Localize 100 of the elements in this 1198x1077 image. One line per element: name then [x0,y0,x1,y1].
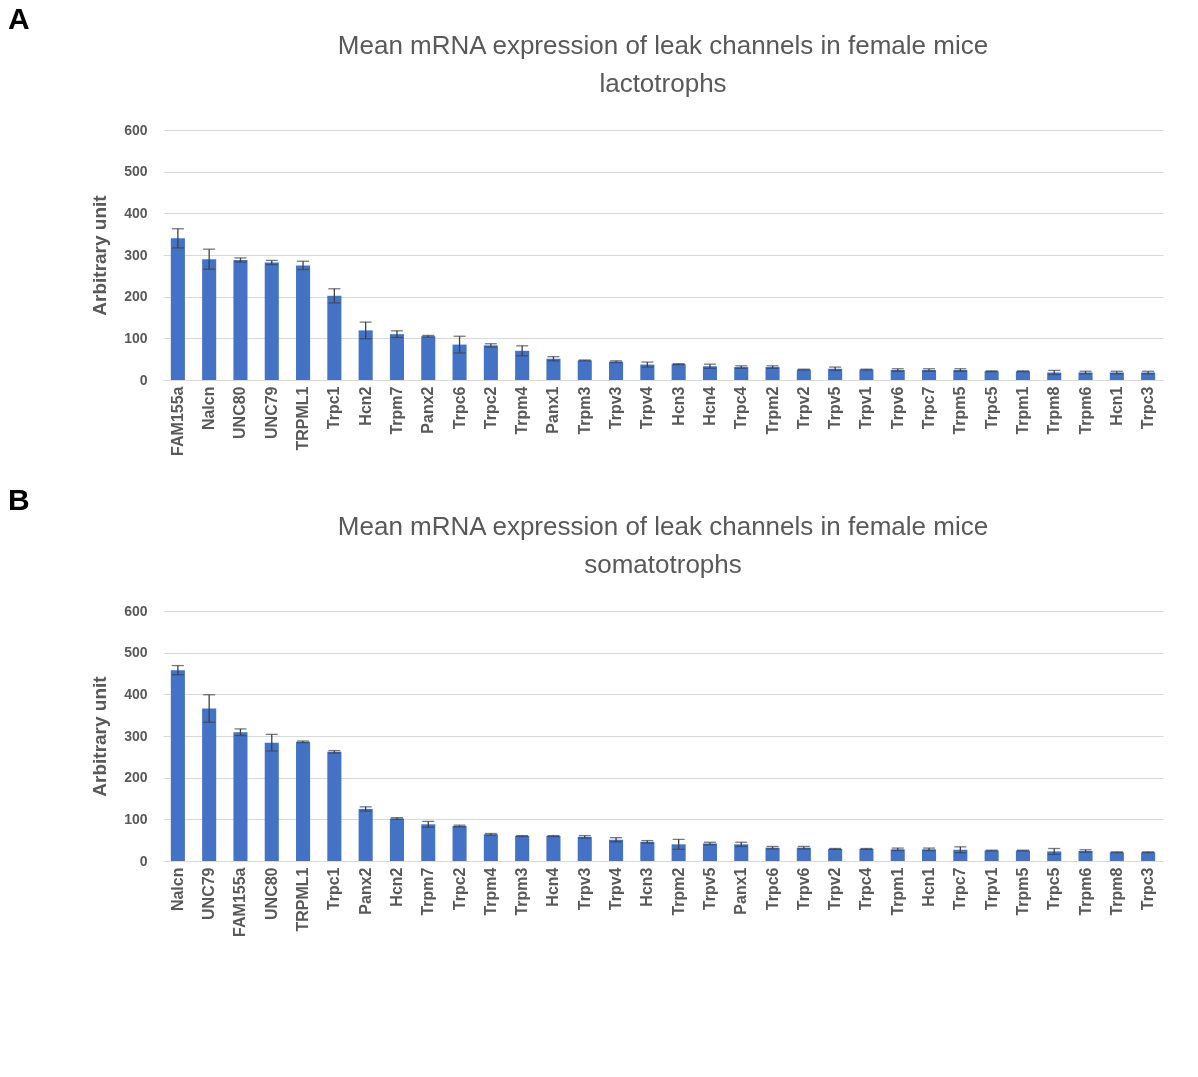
x-tick-label: TRPML1 [294,386,312,451]
bar [546,836,561,861]
y-tick-label: 0 [139,371,148,388]
text: lactotrophs [599,68,727,98]
bar [922,849,937,861]
x-tick-label: Hcn2 [356,386,374,426]
x-tick-label: Nalcn [200,386,218,431]
bar [671,844,686,861]
y-axis-title: Arbitrary unit [89,675,111,797]
bar [1141,852,1156,861]
bar [828,848,843,861]
bar [264,742,279,861]
x-tick-label: Hcn2 [387,867,405,907]
x-tick-label: UNC80 [262,867,280,920]
x-tick-label: UNC79 [262,386,280,439]
y-tick-label: 400 [124,685,148,702]
x-tick-label: Trpv3 [607,386,625,430]
x-tick-label: Trpc3 [1139,386,1157,430]
x-tick-label: Trpv3 [575,867,593,911]
text: A [8,2,30,35]
bar [421,336,436,380]
x-tick-label: Trpc6 [763,867,781,911]
x-tick-label: Trpm3 [513,867,531,916]
y-tick-label: 600 [124,602,148,619]
x-tick-label: UNC79 [200,867,218,920]
x-tick-label: Trpv5 [826,386,844,430]
bar [828,368,843,380]
text: B [8,483,30,516]
bar [515,350,530,380]
y-tick-label: 200 [124,769,148,786]
bar [389,818,404,861]
y-tick-label: 600 [124,121,148,138]
x-tick-label: Hcn4 [544,867,562,907]
y-tick-label: 100 [124,329,148,346]
y-tick-label: 500 [124,163,148,180]
x-tick-label: Trpm4 [513,386,531,435]
x-tick-label: Nalcn [168,867,186,912]
x-tick-label: Hcn3 [669,386,687,426]
bar [1078,851,1093,861]
bar [358,330,373,380]
bar [953,370,968,380]
x-tick-label: Trpv6 [794,867,812,911]
x-tick-label: Trpv4 [638,386,656,430]
x-tick-label: Trpc2 [450,867,468,911]
y-tick-label: 400 [124,204,148,221]
x-tick-label: Trpm7 [419,867,437,916]
bar [890,849,905,861]
x-tick-label: Trpm8 [1107,867,1125,916]
bar [483,834,498,861]
bar [452,344,467,380]
bar [1015,850,1030,861]
x-tick-label: Trpv6 [888,386,906,430]
x-tick-label: Panx2 [419,386,437,434]
y-axis-title: Arbitrary unit [89,194,111,316]
x-tick-label: Trpm2 [669,867,687,916]
x-tick-label: Hcn1 [1107,386,1125,426]
x-tick-label: Trpc6 [450,386,468,430]
x-tick-label: Trpm1 [1013,386,1031,435]
bar [296,265,311,380]
x-tick-label: Trpc5 [982,386,1000,430]
x-tick-label: Trpv1 [982,867,1000,911]
x-tick-label: Trpm5 [1013,867,1031,916]
bar [609,361,624,380]
bar [984,371,999,380]
bar [984,850,999,861]
x-tick-label: Trpv1 [857,386,875,430]
bar [170,670,185,861]
y-tick-label: 100 [124,810,148,827]
x-tick-label: Trpc1 [325,386,343,430]
bar [640,841,655,861]
bar [358,808,373,861]
x-tick-label: FAM155a [231,867,249,937]
x-tick-label: Panx2 [356,867,374,915]
x-tick-label: Trpv4 [607,867,625,911]
x-tick-label: Trpm2 [763,386,781,435]
x-tick-label: Trpm5 [951,386,969,435]
x-tick-label: Hcn4 [700,386,718,426]
x-tick-label: Trpm7 [387,386,405,435]
x-tick-label: FAM155a [168,386,186,456]
bar [890,370,905,380]
x-tick-label: Trpc4 [857,867,875,911]
x-tick-label: Trpv2 [826,867,844,911]
x-tick-label: Trpc2 [481,386,499,430]
x-tick-label: Hcn3 [638,867,656,907]
text: somatotrophs [584,549,742,579]
y-tick-label: 0 [139,852,148,869]
bar [671,364,686,380]
y-tick-label: 300 [124,727,148,744]
y-tick-label: 500 [124,644,148,661]
bar [202,708,217,861]
bar [796,369,811,380]
bar [515,836,530,861]
bar [327,751,342,861]
x-tick-label: Trpc4 [732,386,750,430]
x-tick-label: Trpm6 [1076,386,1094,435]
bar [577,360,592,380]
x-tick-label: Trpc5 [1045,867,1063,911]
bar [1109,852,1124,861]
y-tick-label: 300 [124,246,148,263]
bar [327,295,342,380]
